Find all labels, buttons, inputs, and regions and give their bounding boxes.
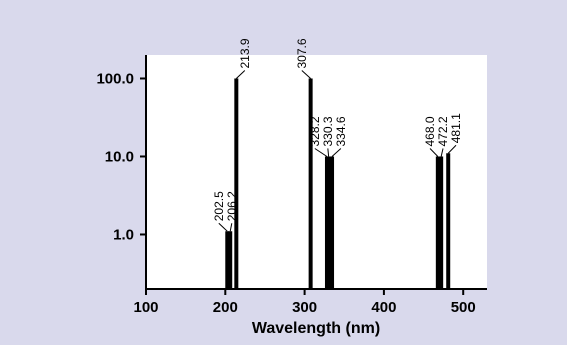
line-label: 206.2 xyxy=(225,191,239,221)
x-ticks: 100 200 300 400 500 xyxy=(133,289,476,316)
label-leader xyxy=(218,222,228,232)
label-leader xyxy=(301,70,311,79)
spectral-line xyxy=(228,231,233,289)
x-tick-label: 100 xyxy=(133,299,158,316)
spectral-line xyxy=(446,153,451,289)
line-labels: 202.5 206.2 213.9 307.6 328.2 330.3 334.6 468.0… xyxy=(212,38,463,221)
label-leader xyxy=(314,148,328,157)
spectral-line xyxy=(330,156,335,289)
spectral-line xyxy=(225,231,230,289)
line-label: 472.2 xyxy=(436,116,450,146)
label-leaders xyxy=(218,70,457,232)
x-tick-label: 400 xyxy=(371,299,396,316)
line-label: 330.3 xyxy=(321,116,335,146)
line-label: 202.5 xyxy=(212,191,226,221)
plot-area xyxy=(146,55,487,289)
y-tick-label: 1.0 xyxy=(113,226,134,243)
line-label: 334.6 xyxy=(334,116,348,146)
spectral-line xyxy=(234,78,239,289)
line-label: 213.9 xyxy=(238,38,252,68)
line-label: 468.0 xyxy=(423,116,437,146)
spectral-line xyxy=(439,156,444,289)
x-tick-label: 500 xyxy=(451,299,476,316)
label-leader xyxy=(235,70,246,79)
y-tick-label: 10.0 xyxy=(105,148,134,165)
spectral-line xyxy=(435,156,440,289)
label-leader xyxy=(440,148,444,157)
label-leader xyxy=(229,223,233,232)
emission-lines xyxy=(225,78,451,289)
line-label: 307.6 xyxy=(295,38,309,68)
label-leader xyxy=(447,144,457,154)
label-leader xyxy=(429,148,439,157)
x-axis-title: Wavelength (nm) xyxy=(252,320,380,337)
line-label: 481.1 xyxy=(449,113,463,143)
spectral-line xyxy=(326,156,331,289)
spectral-line xyxy=(308,78,313,289)
line-label: 328.2 xyxy=(308,116,322,146)
y-ticks: 1.0 10.0 100.0 xyxy=(96,70,146,243)
y-tick-label: 100.0 xyxy=(96,70,134,87)
label-leader xyxy=(327,148,330,157)
label-leader xyxy=(331,148,342,157)
x-tick-label: 200 xyxy=(213,299,238,316)
x-tick-label: 300 xyxy=(292,299,317,316)
